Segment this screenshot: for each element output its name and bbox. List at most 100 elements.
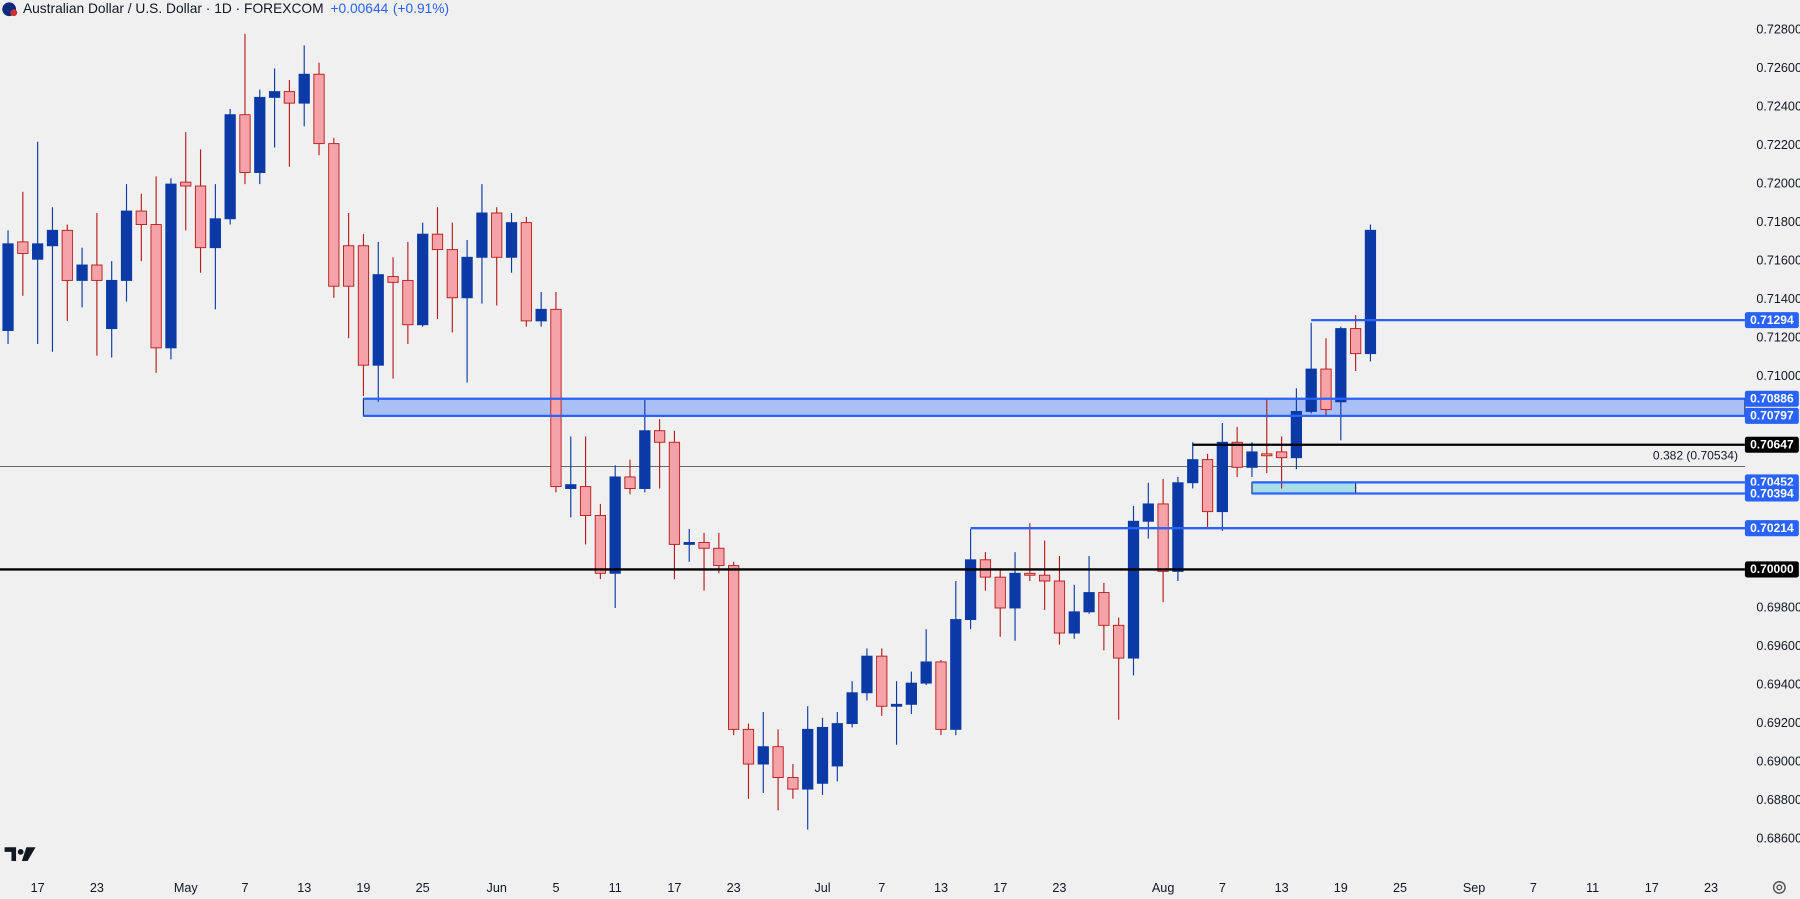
y-tick-label: 0.71800 — [1756, 215, 1800, 229]
candle-body — [994, 576, 1006, 609]
candle-body — [1142, 503, 1154, 522]
y-tick-label: 0.71200 — [1756, 331, 1800, 345]
x-tick-label: 19 — [1334, 881, 1348, 895]
candle-body — [491, 212, 503, 258]
candle-body — [1350, 328, 1362, 355]
candle-body — [846, 692, 858, 725]
candle-body — [32, 243, 44, 260]
candle-body — [728, 565, 740, 730]
candle-body — [1009, 572, 1021, 609]
change-value: +0.00644 — [330, 1, 388, 16]
x-tick-label: 7 — [878, 881, 885, 895]
x-tick-label: 13 — [934, 881, 948, 895]
candle-body — [268, 91, 281, 98]
candle-body — [653, 430, 666, 443]
y-tick-label: 0.69200 — [1756, 716, 1800, 730]
x-tick-label: Jul — [814, 881, 830, 895]
price-badge-label: 0.70000 — [1750, 562, 1794, 576]
y-tick-label: 0.72200 — [1756, 138, 1800, 152]
candle-body — [328, 143, 340, 287]
x-tick-label: 23 — [1052, 881, 1066, 895]
x-tick-label: 17 — [31, 881, 45, 895]
price-badge-label: 0.70394 — [1750, 486, 1794, 500]
candle-body — [1305, 368, 1317, 412]
candle-body — [609, 476, 621, 574]
x-tick-label: 13 — [297, 881, 311, 895]
x-tick-label: 13 — [1275, 881, 1289, 895]
x-tick-label: 19 — [356, 881, 370, 895]
fib-label: 0.382 (0.70534) — [1653, 448, 1738, 462]
y-tick-label: 0.71400 — [1756, 292, 1800, 306]
header: Australian Dollar / U.S. Dollar · 1D · F… — [23, 1, 449, 16]
candle-body — [46, 229, 59, 247]
candle-body — [476, 212, 488, 258]
symbol-title: Australian Dollar / U.S. Dollar · 1D · F… — [23, 1, 324, 16]
candle-body — [1290, 410, 1303, 459]
candle-body — [876, 655, 888, 707]
x-tick-label: 7 — [1530, 881, 1537, 895]
y-tick-label: 0.68600 — [1756, 832, 1800, 846]
support-zone-small — [1251, 481, 1357, 495]
candle-body — [446, 249, 458, 299]
candle-body — [772, 746, 784, 778]
x-tick-label: Jun — [487, 881, 507, 895]
x-tick-label: 25 — [416, 881, 430, 895]
price-badge-label: 0.70214 — [1750, 521, 1794, 535]
price-badge-label: 0.70647 — [1750, 438, 1794, 452]
change-percent: (+0.91%) — [393, 1, 449, 16]
candle-body — [742, 728, 755, 765]
y-tick-label: 0.72600 — [1756, 61, 1800, 75]
settings-icon[interactable] — [1772, 880, 1786, 894]
x-tick-label: 11 — [609, 881, 622, 895]
x-tick-label: 25 — [1393, 881, 1407, 895]
candle-body — [372, 274, 384, 366]
candle-body — [920, 661, 932, 684]
candle-body — [787, 777, 799, 790]
candle-body — [1231, 441, 1243, 468]
tradingview-logo — [4, 847, 36, 862]
price-badge — [1744, 520, 1799, 537]
candle-body — [1127, 520, 1140, 659]
candle-body — [402, 279, 414, 326]
x-tick-label: 5 — [552, 881, 559, 895]
candle-body — [831, 723, 843, 767]
price-badge — [1744, 436, 1799, 453]
flag-icon-overlay — [10, 9, 18, 17]
candle-body — [1053, 580, 1066, 634]
x-tick-label: May — [174, 881, 199, 895]
candle-body — [431, 233, 444, 251]
candle-body — [150, 224, 162, 349]
support-zone — [362, 398, 1746, 417]
y-tick-label: 0.72800 — [1756, 22, 1800, 36]
candle-body — [1216, 441, 1228, 513]
candle-body — [1039, 574, 1051, 582]
candle-body — [1024, 572, 1036, 576]
y-tick-label: 0.69600 — [1756, 639, 1800, 653]
candle-body — [165, 183, 177, 349]
candle-body — [624, 476, 636, 489]
candle-body — [1364, 229, 1377, 355]
candle-body — [683, 542, 695, 545]
candle-body — [91, 264, 103, 281]
y-tick-label: 0.69000 — [1756, 754, 1800, 768]
y-tick-label: 0.72400 — [1756, 99, 1800, 113]
candle-body — [890, 703, 903, 707]
candle-body — [1246, 451, 1258, 468]
candle-body — [1172, 482, 1184, 572]
candle-body — [254, 96, 266, 173]
candle-body — [816, 726, 829, 784]
candle-body — [1083, 592, 1095, 613]
candle-body — [1187, 459, 1199, 484]
price-badge-label: 0.70886 — [1750, 391, 1794, 405]
x-tick-label: 17 — [667, 881, 681, 895]
candle-body — [209, 218, 221, 249]
candle-body — [387, 276, 399, 283]
price-badge — [1744, 561, 1799, 578]
candle-body — [594, 515, 607, 574]
price-badge-label: 0.70797 — [1750, 409, 1794, 423]
candle-body — [1201, 459, 1214, 513]
candle-body — [180, 181, 192, 187]
y-tick-label: 0.71000 — [1756, 369, 1800, 383]
